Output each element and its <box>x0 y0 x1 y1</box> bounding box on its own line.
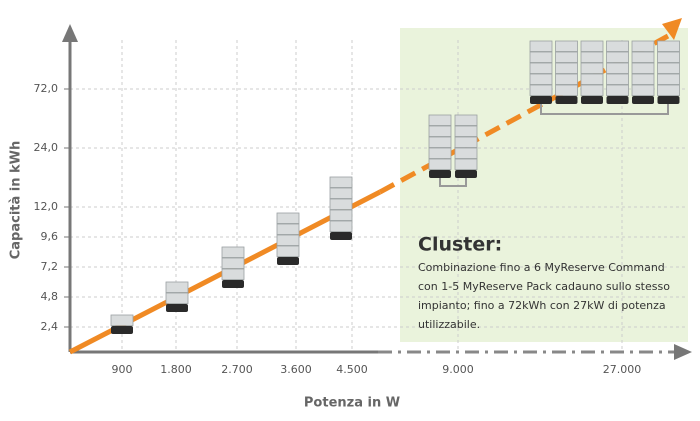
battery-base <box>455 170 477 178</box>
battery-module <box>428 114 452 126</box>
battery-module <box>657 40 680 52</box>
battery-base <box>166 304 188 312</box>
annotation-text: con 1-5 MyReserve Pack cadauno sullo ste… <box>418 280 670 293</box>
battery-module <box>657 51 680 63</box>
y-axis-arrow <box>62 24 78 42</box>
battery-module <box>329 198 353 210</box>
battery-module <box>428 147 452 159</box>
battery-module <box>221 246 245 258</box>
battery-module <box>329 220 353 232</box>
battery-base <box>632 96 654 104</box>
battery-module <box>529 51 553 63</box>
trend-arrow <box>662 18 682 40</box>
battery-module <box>329 187 353 199</box>
battery-module <box>221 257 245 269</box>
x-tick-label: 27.000 <box>603 363 642 376</box>
battery-module <box>631 62 655 74</box>
battery-module <box>165 281 189 293</box>
battery-module <box>657 73 680 85</box>
battery-base <box>429 170 451 178</box>
battery-module <box>657 62 680 74</box>
battery-module <box>454 114 478 126</box>
battery-module <box>555 62 578 74</box>
y-tick-label: 4,8 <box>41 290 59 303</box>
battery-module <box>428 136 452 148</box>
battery-module <box>110 314 134 326</box>
battery-base <box>555 96 578 104</box>
y-tick-label: 2,4 <box>41 320 59 333</box>
battery-module <box>580 62 604 74</box>
battery-module <box>529 84 553 96</box>
battery-module <box>631 84 655 96</box>
battery-module <box>631 73 655 85</box>
battery-module <box>555 73 578 85</box>
battery-base <box>330 232 352 240</box>
y-tick-label: 7,2 <box>41 260 59 273</box>
battery-module <box>606 62 629 74</box>
x-tick-label: 4.500 <box>336 363 368 376</box>
battery-module <box>580 40 604 52</box>
battery-module <box>555 84 578 96</box>
battery-link <box>540 104 669 115</box>
battery-module <box>329 209 353 221</box>
battery-base <box>222 280 244 288</box>
x-tick-label: 900 <box>112 363 133 376</box>
battery-base <box>277 257 299 265</box>
battery-module <box>276 245 300 257</box>
x-tick-label: 9.000 <box>442 363 474 376</box>
battery-base <box>606 96 629 104</box>
battery-module <box>529 62 553 74</box>
battery-module <box>428 125 452 137</box>
battery-module <box>580 51 604 63</box>
battery-module <box>428 158 452 170</box>
batteries <box>110 40 680 334</box>
battery-module <box>276 212 300 224</box>
battery-module <box>454 147 478 159</box>
x-tick-label: 2.700 <box>221 363 253 376</box>
x-tick-label: 3.600 <box>280 363 312 376</box>
battery-base <box>657 96 680 104</box>
battery-module <box>606 51 629 63</box>
y-axis-title: Capacità in kWh <box>9 141 24 260</box>
battery-module <box>329 176 353 188</box>
battery-module <box>580 73 604 85</box>
battery-module <box>454 158 478 170</box>
battery-module <box>529 73 553 85</box>
y-tick-label: 24,0 <box>34 141 59 154</box>
annotation-text: utilizzabile. <box>418 318 480 331</box>
battery-base <box>111 326 133 334</box>
x-tick-label: 1.800 <box>160 363 192 376</box>
y-tick-label: 72,0 <box>34 82 59 95</box>
battery-link <box>439 178 467 187</box>
y-tick-label: 12,0 <box>34 200 59 213</box>
battery-module <box>631 51 655 63</box>
battery-module <box>555 40 578 52</box>
x-axis-title: Potenza in W <box>304 396 400 411</box>
x-axis-arrow <box>674 344 692 360</box>
battery-module <box>454 125 478 137</box>
battery-module <box>606 40 629 52</box>
battery-module <box>276 223 300 235</box>
battery-module <box>529 40 553 52</box>
battery-base <box>581 96 603 104</box>
battery-module <box>221 268 245 280</box>
battery-module <box>606 84 629 96</box>
battery-module <box>454 136 478 148</box>
y-tick-label: 9,6 <box>41 230 59 243</box>
battery-module <box>631 40 655 52</box>
battery-module <box>276 234 300 246</box>
battery-module <box>657 84 680 96</box>
battery-module <box>580 84 604 96</box>
annotation-text: Combinazione fino a 6 MyReserve Command <box>418 261 665 274</box>
annotation-title: Cluster: <box>418 234 502 256</box>
battery-module <box>606 73 629 85</box>
battery-module <box>165 292 189 304</box>
battery-base <box>530 96 552 104</box>
battery-module <box>555 51 578 63</box>
annotation-text: impianto; fino a 72kWh con 27kW di poten… <box>418 299 666 312</box>
